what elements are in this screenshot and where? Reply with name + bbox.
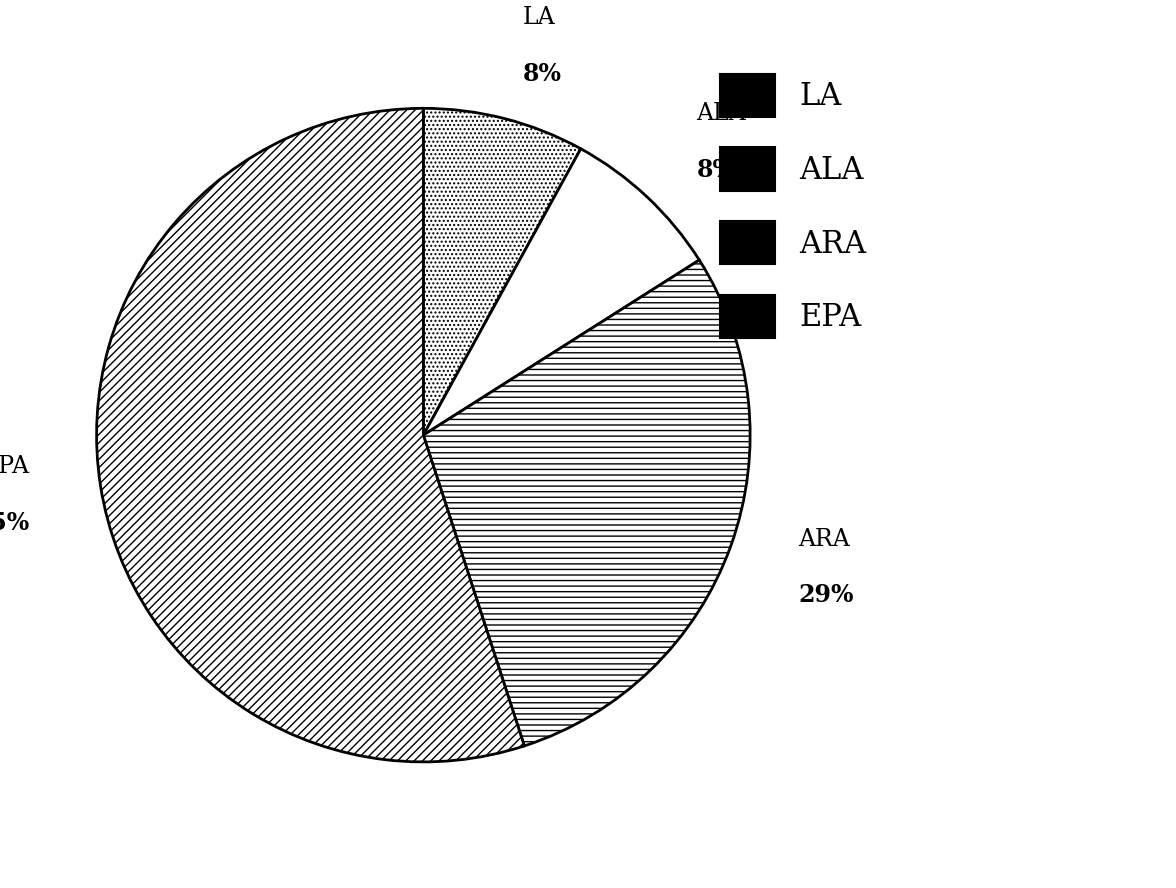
Legend: LA, ALA, ARA, EPA: LA, ALA, ARA, EPA (704, 59, 882, 353)
Text: ALA: ALA (696, 102, 746, 125)
Wedge shape (423, 149, 700, 435)
Text: 8%: 8% (522, 62, 561, 86)
Wedge shape (423, 108, 581, 435)
Text: EPA: EPA (0, 455, 29, 478)
Text: ARA: ARA (799, 527, 850, 551)
Text: 29%: 29% (799, 583, 854, 607)
Wedge shape (96, 108, 524, 762)
Text: 55%: 55% (0, 511, 29, 535)
Text: 8%: 8% (696, 157, 735, 181)
Wedge shape (423, 260, 750, 746)
Text: LA: LA (522, 6, 555, 29)
